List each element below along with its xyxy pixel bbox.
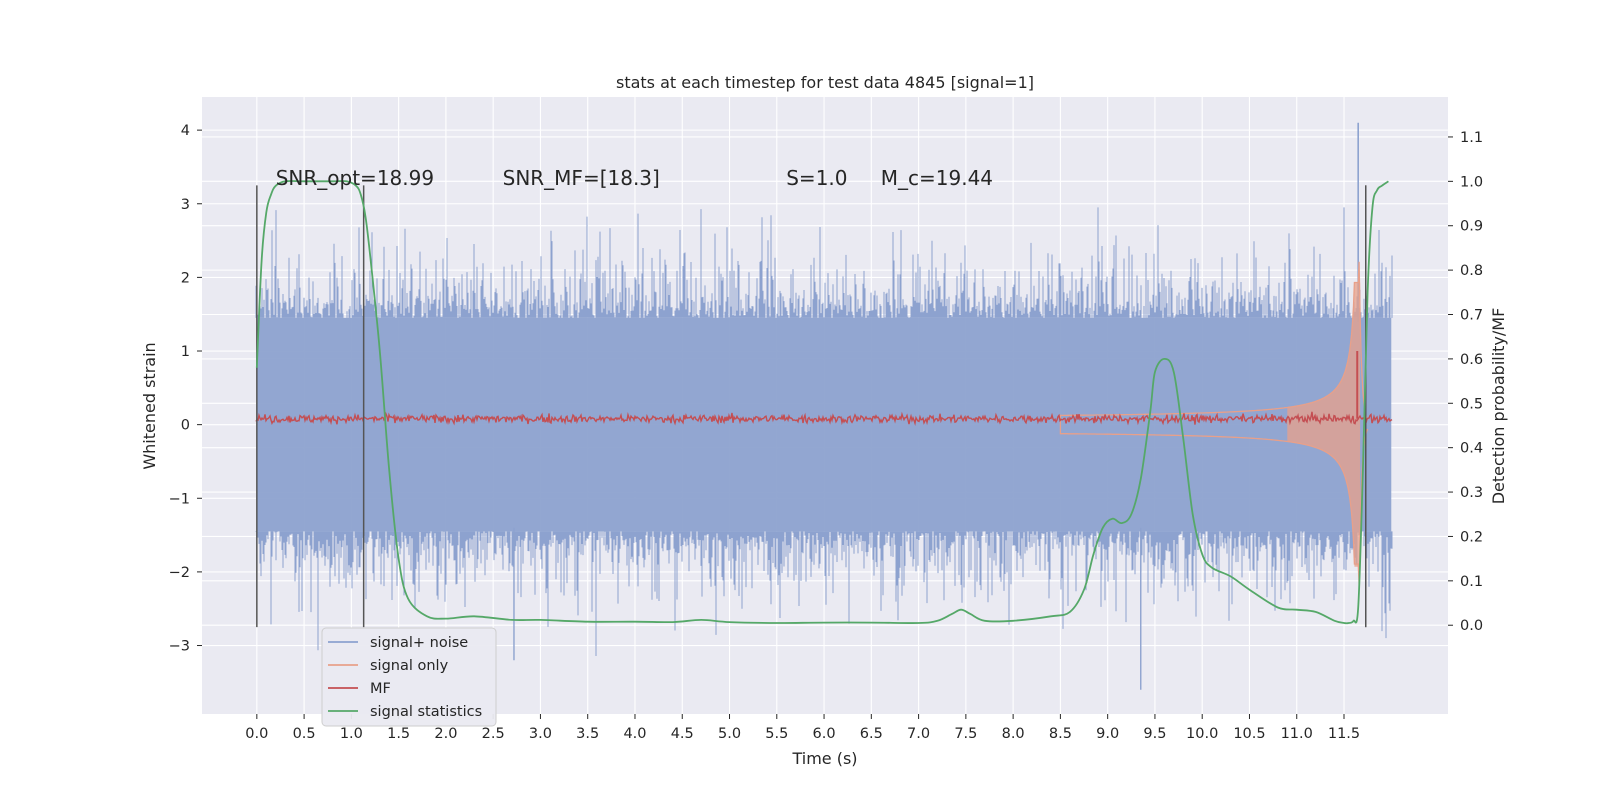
y-right-tick-label: 0.9 [1460,219,1483,235]
y-right-tick-label: 0.4 [1460,441,1483,457]
x-tick-label: 6.0 [813,726,836,742]
annotations: SNR_opt=18.99 SNR_MF=[18.3] S=1.0 M_c=19.44 [276,166,993,190]
x-tick-label: 2.0 [434,726,457,742]
x-tick-label: 8.0 [1002,726,1025,742]
x-tick-label: 1.0 [340,726,363,742]
legend: signal+ noise signal only MF signal statist… [321,627,497,727]
y-right-tick-label: 1.1 [1460,130,1483,146]
chirp-fill [1287,282,1361,567]
x-tick-label: 7.5 [954,726,977,742]
x-tick-label: 8.5 [1049,726,1072,742]
x-tick-label: 9.5 [1143,726,1166,742]
y-right-tick-label: 0.3 [1460,485,1483,501]
y-right-tick-label: 0.6 [1460,352,1483,368]
y-left-tick-label: −2 [169,565,190,581]
y-right-tick-label: 0.5 [1460,396,1483,412]
legend-box [321,627,497,727]
x-tick-label: 5.0 [718,726,741,742]
x-tick-label: 6.5 [860,726,883,742]
legend-label: signal statistics [370,704,482,720]
x-tick-label: 9.0 [1096,726,1119,742]
x-tick-label: 1.5 [387,726,410,742]
legend-label: MF [370,681,391,697]
y-left-tick-label: 4 [181,123,190,139]
strain-lower-spikes [255,531,1393,656]
x-tick-label: 0.0 [245,726,268,742]
x-tick-label: 7.0 [907,726,930,742]
x-tick-label: 3.5 [576,726,599,742]
strain-envelope [256,317,1392,532]
strain-upper-spikes [255,207,1393,318]
legend-label: signal only [370,658,449,674]
strain-series [255,122,1393,690]
y-left-tick-label: 1 [181,344,190,360]
signal-statistics-series [255,180,1389,625]
x-tick-label: 4.5 [671,726,694,742]
annotation-1: SNR_MF=[18.3] [503,166,660,190]
y-right-tick-label: 1.0 [1460,174,1483,190]
y-left-tick-label: 3 [181,197,190,213]
x-tick-label: 4.0 [623,726,646,742]
x-axis-ticks: 0.0 0.5 1.0 1.5 2.0 2.5 3.0 3.5 4.0 4.5 5.0 5.5 6.0 6… [245,714,1360,742]
y-left-tick-label: −3 [169,639,190,655]
x-tick-label: 10.5 [1233,726,1265,742]
y-left-tick-label: −1 [169,491,190,507]
y-axis-right-ticks: 0.0 0.1 0.2 0.3 0.4 0.5 0.6 0.7 0.8 0.9 1.0 1.1 [1448,130,1483,634]
annotation-0: SNR_opt=18.99 [276,166,434,190]
x-tick-label: 0.5 [293,726,316,742]
signal-only-series [1059,261,1369,585]
annotation-2: S=1.0 [786,166,847,190]
x-tick-label: 2.5 [482,726,505,742]
y-axis-right-label: Detection probability/MF [1489,308,1508,505]
mf-series [255,351,1393,426]
legend-label: signal+ noise [370,635,468,651]
x-axis-label: Time (s) [791,749,857,768]
x-tick-label: 10.0 [1186,726,1218,742]
y-right-tick-label: 0.8 [1460,263,1483,279]
y-right-tick-label: 0.2 [1460,529,1483,545]
y-axis-left-label: Whitened strain [140,342,159,469]
mf-line [255,411,1393,426]
y-axis-left-ticks: −3 −2 −1 0 1 2 3 4 [169,123,202,655]
x-tick-label: 3.0 [529,726,552,742]
window-markers [256,185,1367,628]
y-right-tick-label: 0.7 [1460,308,1483,324]
y-right-tick-label: 0.0 [1460,618,1483,634]
y-left-tick-label: 2 [181,270,190,286]
x-tick-label: 11.5 [1328,726,1360,742]
y-right-tick-label: 0.1 [1460,574,1483,590]
annotation-3: M_c=19.44 [881,166,993,190]
y-left-tick-label: 0 [181,418,190,434]
signal-statistics-line [255,180,1389,625]
x-tick-label: 5.5 [765,726,788,742]
x-tick-label: 11.0 [1281,726,1313,742]
chart-title: stats at each timestep for test data 484… [616,73,1034,92]
